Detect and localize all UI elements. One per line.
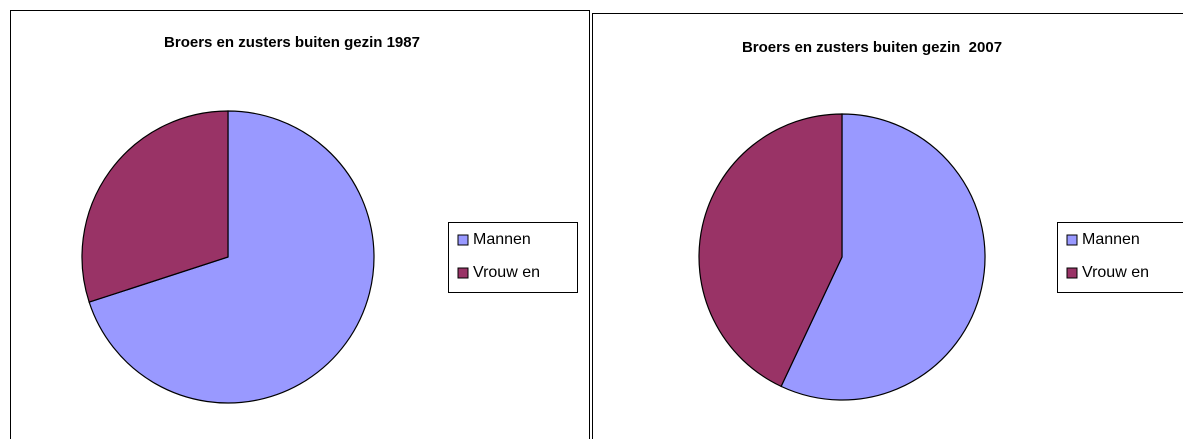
legend-swatch bbox=[457, 234, 469, 246]
legend-box bbox=[1057, 222, 1183, 293]
pie-slice bbox=[88, 110, 375, 404]
legend-label: Vrouw en bbox=[1082, 264, 1149, 281]
legend-label: Mannen bbox=[1082, 231, 1140, 248]
chart-title: Broers en zusters buiten gezin 1987 bbox=[164, 34, 420, 51]
legend-swatch bbox=[1066, 234, 1078, 246]
legend-swatch bbox=[457, 267, 469, 279]
chart-title: Broers en zusters buiten gezin 2007 bbox=[742, 39, 1002, 56]
pie-slice bbox=[698, 113, 843, 388]
pie-slice bbox=[81, 110, 229, 303]
legend-box bbox=[448, 222, 578, 293]
legend-swatch bbox=[1066, 267, 1078, 279]
pie-slice bbox=[780, 113, 986, 401]
legend-label: Vrouw en bbox=[473, 264, 540, 281]
legend-label: Mannen bbox=[473, 231, 531, 248]
